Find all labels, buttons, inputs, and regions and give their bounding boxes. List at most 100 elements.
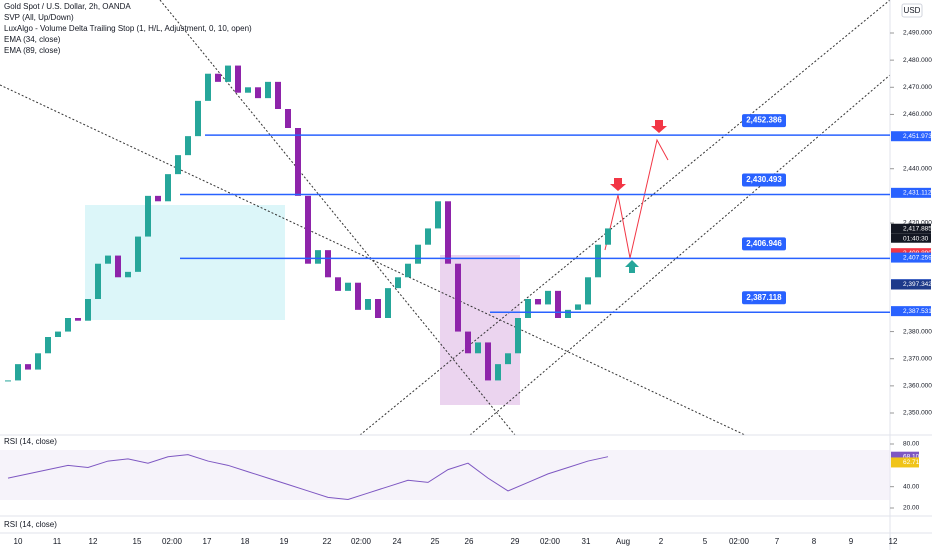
candle bbox=[125, 271, 131, 278]
candle bbox=[385, 288, 391, 318]
candle bbox=[525, 299, 531, 318]
candle bbox=[5, 380, 11, 382]
arrow-down bbox=[610, 178, 626, 191]
candle bbox=[375, 299, 381, 318]
rsi-line bbox=[7, 454, 609, 500]
indicator: LuxAlgo - Volume Delta Trailing Stop (1,… bbox=[4, 24, 252, 33]
price-label-box bbox=[891, 252, 931, 263]
y-tick-label: 2,480.000 bbox=[903, 57, 932, 64]
price-label: 2,431.112 bbox=[903, 190, 932, 197]
candle bbox=[515, 318, 521, 354]
y-tick-label: 2,470.000 bbox=[903, 84, 932, 91]
y-tick-label: 2,440.000 bbox=[903, 165, 932, 172]
price-label: 2,417.885 bbox=[903, 225, 932, 232]
candle bbox=[35, 353, 41, 370]
level-label: 2,387.118 bbox=[746, 293, 782, 302]
candle bbox=[295, 128, 301, 196]
candle bbox=[465, 331, 471, 354]
x-tick-label: 17 bbox=[203, 537, 212, 546]
x-tick-label: 7 bbox=[775, 537, 780, 546]
countdown-box bbox=[891, 233, 931, 243]
candle bbox=[155, 195, 161, 202]
arrow-up bbox=[625, 260, 639, 273]
candle bbox=[335, 277, 341, 291]
rsi-label: 68.10 bbox=[903, 453, 920, 460]
candle bbox=[145, 195, 151, 237]
price-label-box bbox=[891, 187, 931, 198]
indicator: SVP (All, Up/Down) bbox=[4, 13, 74, 22]
candle bbox=[175, 155, 181, 175]
rsi-label-box bbox=[891, 451, 919, 462]
x-tick-label: 11 bbox=[53, 537, 62, 546]
candle bbox=[225, 65, 231, 82]
x-tick-label: 15 bbox=[133, 537, 142, 546]
x-tick-label: 02:00 bbox=[351, 537, 372, 546]
y-tick-label: 2,490.000 bbox=[903, 30, 932, 37]
price-label-box bbox=[891, 131, 931, 142]
candle bbox=[395, 277, 401, 289]
candle bbox=[425, 228, 431, 245]
x-tick-label: 02:00 bbox=[729, 537, 750, 546]
price-label-box bbox=[891, 223, 931, 234]
rsi-title: RSI (14, close) bbox=[4, 437, 57, 446]
candle bbox=[45, 337, 51, 354]
candle bbox=[215, 73, 221, 82]
candle bbox=[235, 65, 241, 93]
candle bbox=[245, 87, 251, 93]
candle bbox=[15, 364, 21, 381]
currency-button[interactable] bbox=[901, 3, 923, 18]
level-label-box bbox=[742, 291, 786, 305]
candle bbox=[585, 277, 591, 305]
candle bbox=[485, 342, 491, 381]
y-tick-label: 2,460.000 bbox=[903, 111, 932, 118]
x-tick-label: 5 bbox=[703, 537, 708, 546]
x-tick-label: 31 bbox=[582, 537, 591, 546]
candle bbox=[505, 353, 511, 365]
trend-line bbox=[0, 84, 746, 436]
rsi-label-box bbox=[891, 457, 919, 468]
candle bbox=[435, 201, 441, 229]
volume-profile bbox=[440, 255, 520, 405]
candle bbox=[405, 263, 411, 278]
level-label-box bbox=[742, 237, 786, 251]
level-label: 2,452.386 bbox=[746, 116, 782, 125]
x-tick-label: 18 bbox=[241, 537, 250, 546]
x-tick-label: 9 bbox=[849, 537, 854, 546]
candle bbox=[555, 290, 561, 318]
level-label: 2,406.946 bbox=[746, 239, 782, 248]
candle bbox=[315, 250, 321, 264]
price-label: 2,397.342 bbox=[903, 281, 932, 288]
candle bbox=[535, 299, 541, 305]
trend-line bbox=[159, 0, 516, 436]
rsi-title: RSI (14, close) bbox=[4, 520, 57, 529]
candle bbox=[55, 331, 61, 337]
x-tick-label: 12 bbox=[89, 537, 98, 546]
candle bbox=[445, 201, 451, 264]
candle bbox=[575, 304, 581, 310]
candle bbox=[185, 136, 191, 156]
candle bbox=[345, 282, 351, 291]
candle bbox=[365, 299, 371, 310]
x-tick-label: 10 bbox=[14, 537, 23, 546]
currency[interactable]: USD bbox=[904, 6, 921, 15]
candle bbox=[305, 195, 311, 264]
price-label: 2,451.973 bbox=[903, 133, 932, 140]
candle bbox=[455, 263, 461, 332]
candle bbox=[25, 364, 31, 370]
symbol: Gold Spot / U.S. Dollar, 2h, OANDA bbox=[4, 2, 131, 11]
candle bbox=[75, 318, 81, 321]
arrow-down bbox=[651, 120, 667, 133]
candle bbox=[605, 228, 611, 245]
x-tick-label: 26 bbox=[465, 537, 474, 546]
price-label-box bbox=[891, 306, 931, 317]
x-tick-label: 29 bbox=[511, 537, 520, 546]
y-tick-label: 80.00 bbox=[903, 441, 920, 448]
y-tick-label: 2,420.000 bbox=[903, 220, 932, 227]
candle bbox=[475, 342, 481, 354]
x-tick-label: 24 bbox=[393, 537, 402, 546]
candle bbox=[65, 318, 71, 332]
candle bbox=[285, 109, 291, 128]
y-tick-label: 2,350.000 bbox=[903, 410, 932, 417]
candle bbox=[495, 364, 501, 381]
